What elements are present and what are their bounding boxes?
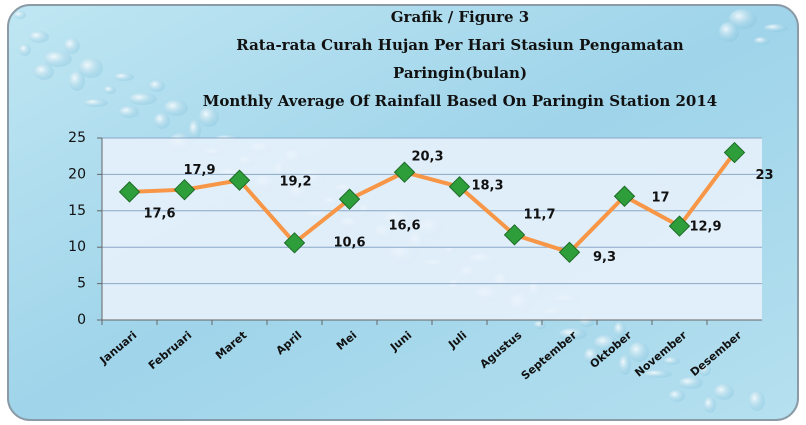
- data-label: 19,2: [279, 175, 311, 190]
- data-label: 11,7: [523, 207, 555, 222]
- droplet: [29, 31, 49, 43]
- droplet: [614, 322, 626, 338]
- droplet: [714, 384, 734, 400]
- data-label: 17,6: [143, 206, 175, 221]
- droplet: [44, 51, 72, 67]
- data-label: 10,6: [333, 235, 365, 250]
- chart-title: Rata-rata Curah Hujan Per Hari Stasiun P…: [236, 36, 684, 54]
- marker: [118, 181, 141, 203]
- data-label: 17: [651, 191, 669, 206]
- droplet: [679, 377, 703, 389]
- marker: [668, 215, 691, 237]
- y-tick-label: 15: [68, 203, 86, 219]
- marker: [558, 241, 581, 264]
- droplet: [669, 390, 685, 402]
- y-tick-label: 10: [68, 239, 86, 255]
- droplet: [149, 80, 165, 92]
- marker: [448, 176, 471, 198]
- droplet: [69, 71, 85, 91]
- droplet: [619, 355, 631, 375]
- data-label: 18,3: [471, 178, 503, 193]
- droplet: [764, 24, 788, 32]
- droplet: [199, 107, 219, 127]
- droplet: [749, 391, 765, 411]
- marker: [173, 178, 196, 201]
- droplet: [629, 342, 649, 362]
- data-label: 16,6: [388, 219, 420, 234]
- droplet: [699, 364, 711, 376]
- plot-area: [102, 138, 762, 320]
- y-tick-label: 5: [77, 276, 86, 292]
- droplet: [729, 9, 757, 29]
- droplet: [719, 22, 739, 42]
- data-label: 12,9: [689, 220, 721, 235]
- droplet: [34, 64, 54, 80]
- y-tick-label: 0: [77, 312, 86, 328]
- data-label: 20,3: [411, 150, 443, 165]
- marker: [338, 188, 361, 210]
- droplet: [704, 397, 716, 413]
- droplet: [129, 93, 157, 105]
- marker: [613, 185, 636, 207]
- line: [129, 151, 737, 255]
- droplet: [14, 11, 26, 19]
- droplet: [594, 335, 618, 351]
- droplet: [114, 73, 134, 81]
- droplet: [64, 38, 80, 54]
- droplet: [559, 328, 587, 340]
- chart-title: Monthly Average Of Rainfall Based On Par…: [203, 92, 718, 110]
- droplet: [154, 113, 170, 129]
- marker: [393, 161, 416, 183]
- droplet: [104, 86, 116, 94]
- y-tick-label: 25: [68, 130, 86, 146]
- data-label: 23: [755, 168, 773, 183]
- droplet: [664, 357, 680, 365]
- droplet: [164, 100, 188, 116]
- marker: [283, 232, 306, 254]
- droplet: [534, 321, 546, 329]
- data-label: 9,3: [593, 250, 616, 265]
- data-label: 17,9: [183, 163, 215, 178]
- chart-title: Paringin(bulan): [393, 64, 527, 82]
- droplet: [584, 348, 600, 364]
- droplet: [644, 370, 672, 378]
- droplet: [79, 58, 103, 78]
- chart-title: Grafik / Figure 3: [391, 8, 530, 26]
- marker: [723, 141, 746, 164]
- droplet: [189, 120, 201, 140]
- marker: [503, 224, 526, 246]
- y-tick-label: 20: [68, 166, 86, 182]
- droplet: [754, 37, 770, 45]
- droplet: [84, 99, 108, 107]
- droplet: [119, 106, 139, 118]
- droplet: [19, 44, 31, 56]
- marker: [228, 169, 251, 191]
